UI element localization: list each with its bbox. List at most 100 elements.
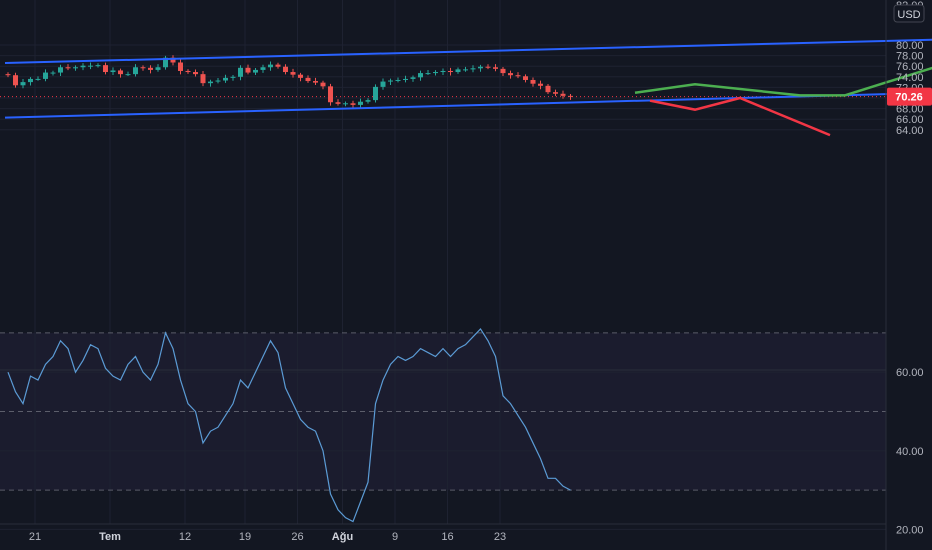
- candle-body: [58, 67, 63, 73]
- candle: [103, 62, 108, 75]
- bearish-projection-path[interactable]: [649, 96, 831, 137]
- candle: [298, 72, 303, 82]
- last-price-value: 70.26: [895, 92, 923, 104]
- candle-body: [253, 69, 258, 73]
- candle: [170, 55, 176, 66]
- candle-body: [448, 70, 453, 73]
- price-tick-label: 66.00: [896, 114, 924, 126]
- channel-lower-line[interactable]: [4, 90, 932, 119]
- candle: [463, 66, 468, 72]
- candle-body: [373, 86, 378, 101]
- candle: [20, 78, 26, 89]
- candle-body: [43, 72, 48, 79]
- candle-body: [560, 93, 566, 96]
- candle: [200, 71, 206, 87]
- candle-body: [343, 103, 348, 105]
- candle: [80, 63, 86, 71]
- candle: [88, 62, 93, 70]
- candle: [13, 72, 18, 88]
- rsi-tick-label: 20.00: [896, 524, 924, 536]
- time-tick-label: Tem: [99, 531, 121, 543]
- rsi-tick-label: 40.00: [896, 446, 924, 458]
- candle-body: [320, 82, 326, 87]
- candle-body: [538, 83, 543, 86]
- candle: [455, 67, 461, 74]
- candle-body: [290, 72, 296, 75]
- candle-body: [523, 76, 528, 80]
- candle: [358, 98, 363, 109]
- candle-body: [178, 62, 183, 71]
- candle-body: [245, 67, 251, 73]
- rsi-axis[interactable]: 60.00 40.00 20.00: [896, 367, 924, 536]
- candle-body: [440, 70, 446, 73]
- candle-body: [50, 72, 56, 74]
- candle: [320, 80, 326, 90]
- candle: [268, 61, 273, 71]
- candle: [223, 74, 228, 83]
- candle: [260, 64, 266, 73]
- candle-body: [80, 65, 86, 68]
- time-tick-label: 23: [494, 531, 506, 543]
- candle: [110, 67, 116, 75]
- candle-body: [493, 67, 498, 69]
- candle: [283, 64, 288, 75]
- candle: [35, 76, 41, 81]
- candle-body: [208, 81, 213, 84]
- candle: [365, 98, 371, 104]
- candle: [350, 100, 356, 108]
- time-tick-label: 21: [29, 531, 41, 543]
- currency-badge[interactable]: USD: [893, 4, 925, 23]
- candle-body: [298, 74, 303, 78]
- channel-upper-line[interactable]: [4, 37, 932, 65]
- candle: [530, 77, 536, 87]
- candle-body: [110, 70, 116, 73]
- candle-body: [328, 86, 333, 103]
- candle-body: [530, 79, 536, 84]
- candle: [65, 64, 71, 71]
- candle: [253, 68, 258, 75]
- candle: [485, 64, 491, 70]
- candle: [425, 69, 431, 75]
- candle: [418, 70, 423, 81]
- time-tick-label: 12: [179, 531, 191, 543]
- candle: [448, 67, 453, 76]
- candle: [50, 70, 56, 76]
- rsi-tick-label: 60.00: [896, 367, 924, 379]
- candle-body: [13, 75, 18, 86]
- price-tick-label: 78.00: [896, 51, 924, 63]
- candle-body: [268, 64, 273, 68]
- candle: [148, 65, 153, 74]
- candle: [560, 90, 566, 99]
- candle: [28, 77, 33, 86]
- candle: [433, 70, 438, 76]
- candlestick-series: [5, 55, 573, 109]
- candle-body: [365, 100, 371, 102]
- candle-body: [425, 73, 431, 75]
- candle-body: [103, 65, 108, 73]
- time-tick-label: 9: [392, 531, 398, 543]
- candle-body: [568, 95, 573, 97]
- candle-body: [305, 77, 311, 82]
- time-axis[interactable]: 21 Tem 12 19 26 Ağu 9 16 23: [0, 523, 886, 543]
- candle: [545, 83, 551, 95]
- grid-lines: [0, 0, 886, 530]
- price-tick-label: 76.00: [896, 61, 924, 73]
- candle: [508, 70, 513, 79]
- candle-body: [193, 72, 198, 75]
- bullish-projection-path[interactable]: [634, 58, 932, 97]
- candle: [313, 77, 318, 86]
- candle-body: [215, 80, 221, 82]
- candle-body: [73, 67, 78, 69]
- candle-body: [350, 103, 356, 105]
- time-tick-label: 16: [441, 531, 453, 543]
- candle: [290, 68, 296, 78]
- candle: [275, 62, 281, 69]
- candle-body: [223, 77, 228, 81]
- candle-body: [283, 66, 288, 73]
- candle-body: [388, 80, 393, 82]
- candle: [568, 94, 573, 100]
- candle: [515, 72, 521, 79]
- candle-body: [553, 92, 558, 94]
